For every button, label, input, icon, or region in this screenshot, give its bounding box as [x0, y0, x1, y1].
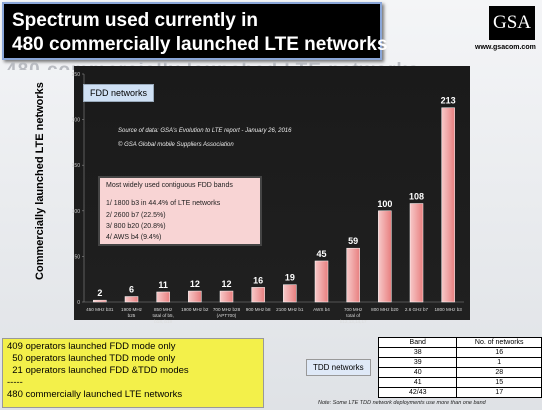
x-tick-label: 700 MHz b28 [213, 307, 241, 312]
data-label: 213 [441, 96, 456, 106]
bar [93, 299, 107, 303]
y-tick-label: 50 [74, 254, 80, 260]
bar [441, 107, 455, 303]
annotation-box: Most widely used contiguous FDD bands 1/… [98, 176, 262, 246]
data-label: 59 [348, 236, 358, 246]
table-cell: 39 [377, 357, 458, 368]
x-tick-label: 1900 MHz [121, 307, 143, 312]
x-tick-label: AWS b4 [313, 307, 330, 312]
table-header-row: Band No. of networks [377, 337, 542, 348]
data-label: 19 [285, 273, 295, 283]
data-label: 16 [253, 275, 263, 285]
table-row: 40 28 [377, 367, 542, 378]
table-row: 39 1 [377, 357, 542, 368]
table-row: 38 16 [377, 347, 542, 358]
x-tick-label: b12,13,14,17 [340, 319, 367, 324]
annotation-item: 2/ 2600 b7 (22.5%) [106, 212, 166, 219]
table-cell: 1 [456, 357, 542, 368]
y-tick-label: 250 [72, 72, 81, 78]
operators-total: 480 commercially launched LTE networks [7, 389, 183, 400]
data-label: 45 [316, 249, 326, 259]
gsa-logo: GSA [489, 6, 535, 40]
data-label: 11 [158, 280, 168, 290]
fdd-networks-label: FDD networks [83, 84, 155, 102]
table-cell: 28 [456, 367, 542, 378]
bar [346, 247, 360, 303]
operators-summary-box: 409 operators launched FDD mode only 50 … [2, 338, 264, 408]
bar [314, 260, 329, 303]
x-tick-label: b25 [128, 313, 136, 318]
table-cell: 40 [377, 367, 458, 378]
x-tick-label: b18, b19 [154, 319, 172, 324]
x-tick-label: 450 MHz b31 [86, 307, 114, 312]
annotation-title: Most widely used contiguous FDD bands [106, 182, 233, 189]
tdd-networks-label: TDD networks [306, 359, 371, 376]
bar [251, 287, 265, 303]
data-label: 100 [377, 199, 392, 209]
bar [219, 290, 234, 303]
table-header: No. of networks [456, 337, 542, 348]
table-cell: 41 [377, 377, 458, 388]
x-tick-label: 1800 MHz b3 [435, 307, 463, 312]
tdd-table: Band No. of networks 38 16 39 1 40 28 41… [377, 337, 542, 398]
operators-divider: ----- [7, 377, 23, 388]
table-row: 41 15 [377, 377, 542, 388]
table-cell: 42/43 [377, 387, 458, 398]
bar [378, 210, 392, 303]
x-tick-label: 900 MHz b8 [246, 307, 271, 312]
copyright-text: © GSA Global mobile Suppliers Associatio… [118, 142, 234, 148]
y-tick-label: 200 [72, 118, 81, 124]
data-label: 108 [409, 192, 424, 202]
annotation-item: 4/ AWS b4 (9.4%) [106, 234, 162, 241]
y-tick-label: 100 [72, 209, 81, 215]
data-label: 12 [221, 279, 231, 289]
operators-line: 21 operators launched FDD &TDD modes [7, 365, 189, 376]
title-line-2: 480 commercially launched LTE networks [12, 34, 388, 55]
source-text: Source of data: GSA's Evolution to LTE r… [118, 128, 292, 134]
footnote: Note: Some LTE TDD network deployments u… [318, 400, 486, 406]
bar [188, 290, 202, 303]
data-label: 6 [129, 285, 134, 295]
x-tick-label: 850 MHz [154, 307, 173, 312]
bar [283, 284, 297, 303]
bar [156, 291, 170, 303]
data-label: 2 [97, 288, 102, 298]
table-cell: 16 [456, 347, 542, 358]
x-tick-label: 700 MHz [344, 307, 363, 312]
x-tick-label: total of [346, 313, 361, 318]
title-reflection: 480 commercially launched LTE networks [6, 60, 420, 70]
logo-url: www.gsacom.com [475, 44, 536, 51]
x-tick-label: 1900 MHz b2 [181, 307, 209, 312]
x-tick-label: total of b5, [152, 313, 173, 318]
title-box: Spectrum used currently in 480 commercia… [2, 2, 388, 60]
x-tick-label: 2.6 GHz b7 [405, 307, 429, 312]
x-tick-label: (APT700) [217, 313, 237, 318]
annotation-item: 3/ 800 b20 (20.8%) [106, 223, 166, 230]
table-header: Band [377, 337, 458, 348]
x-tick-label: 2100 MHz b1 [276, 307, 304, 312]
x-tick-label: 800 MHz b20 [371, 307, 399, 312]
y-tick-label: 0 [77, 300, 80, 306]
operators-line: 409 operators launched FDD mode only [7, 341, 176, 352]
table-cell: 15 [456, 377, 542, 388]
title-line-1: Spectrum used currently in [12, 10, 259, 31]
data-label: 12 [190, 279, 200, 289]
bar [124, 296, 139, 303]
y-tick-label: 150 [72, 163, 81, 169]
bar [409, 203, 424, 303]
operators-line: 50 operators launched TDD mode only [7, 353, 176, 364]
annotation-item: 1/ 1800 b3 in 44.4% of LTE networks [106, 200, 221, 207]
table-row: 42/43 17 [377, 387, 542, 398]
table-cell: 17 [456, 387, 542, 398]
table-cell: 38 [377, 347, 458, 358]
